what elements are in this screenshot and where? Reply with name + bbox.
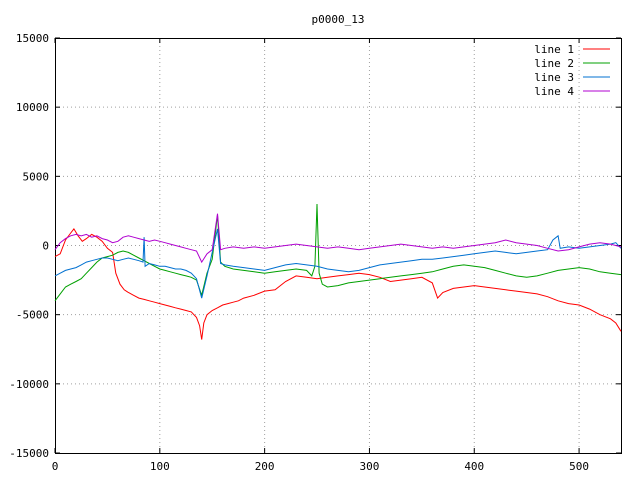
chart-title: p0000_13: [312, 13, 365, 26]
y-tick-label: 0: [42, 240, 49, 253]
x-tick-label: 100: [150, 460, 170, 473]
series-line-1: [54, 228, 622, 340]
y-tick-label: 5000: [23, 170, 50, 183]
x-tick-label: 300: [360, 460, 380, 473]
legend-label-3: line 3: [534, 71, 574, 84]
x-tick-label: 400: [464, 460, 484, 473]
series-line-2: [54, 203, 622, 302]
y-tick-label: 10000: [16, 101, 49, 114]
axes: 0 100 200 300 400 500 -15000 -10000 -5000 0 5000 10…: [9, 32, 622, 473]
series-group: [54, 203, 622, 340]
y-tick-label: 15000: [16, 32, 49, 45]
y-tick-label: -15000: [9, 447, 49, 460]
legend-label-2: line 2: [534, 57, 574, 70]
series-line-3: [54, 228, 622, 299]
y-tick-label: -10000: [9, 378, 49, 391]
legend-label-4: line 4: [534, 85, 574, 98]
y-tick-label: -5000: [16, 309, 49, 322]
x-tick-label: 500: [569, 460, 589, 473]
x-tick-label: 0: [52, 460, 59, 473]
x-tick-label: 200: [255, 460, 275, 473]
series-line-4: [54, 213, 622, 264]
legend-label-1: line 1: [534, 43, 574, 56]
plot-frame: [55, 38, 622, 454]
